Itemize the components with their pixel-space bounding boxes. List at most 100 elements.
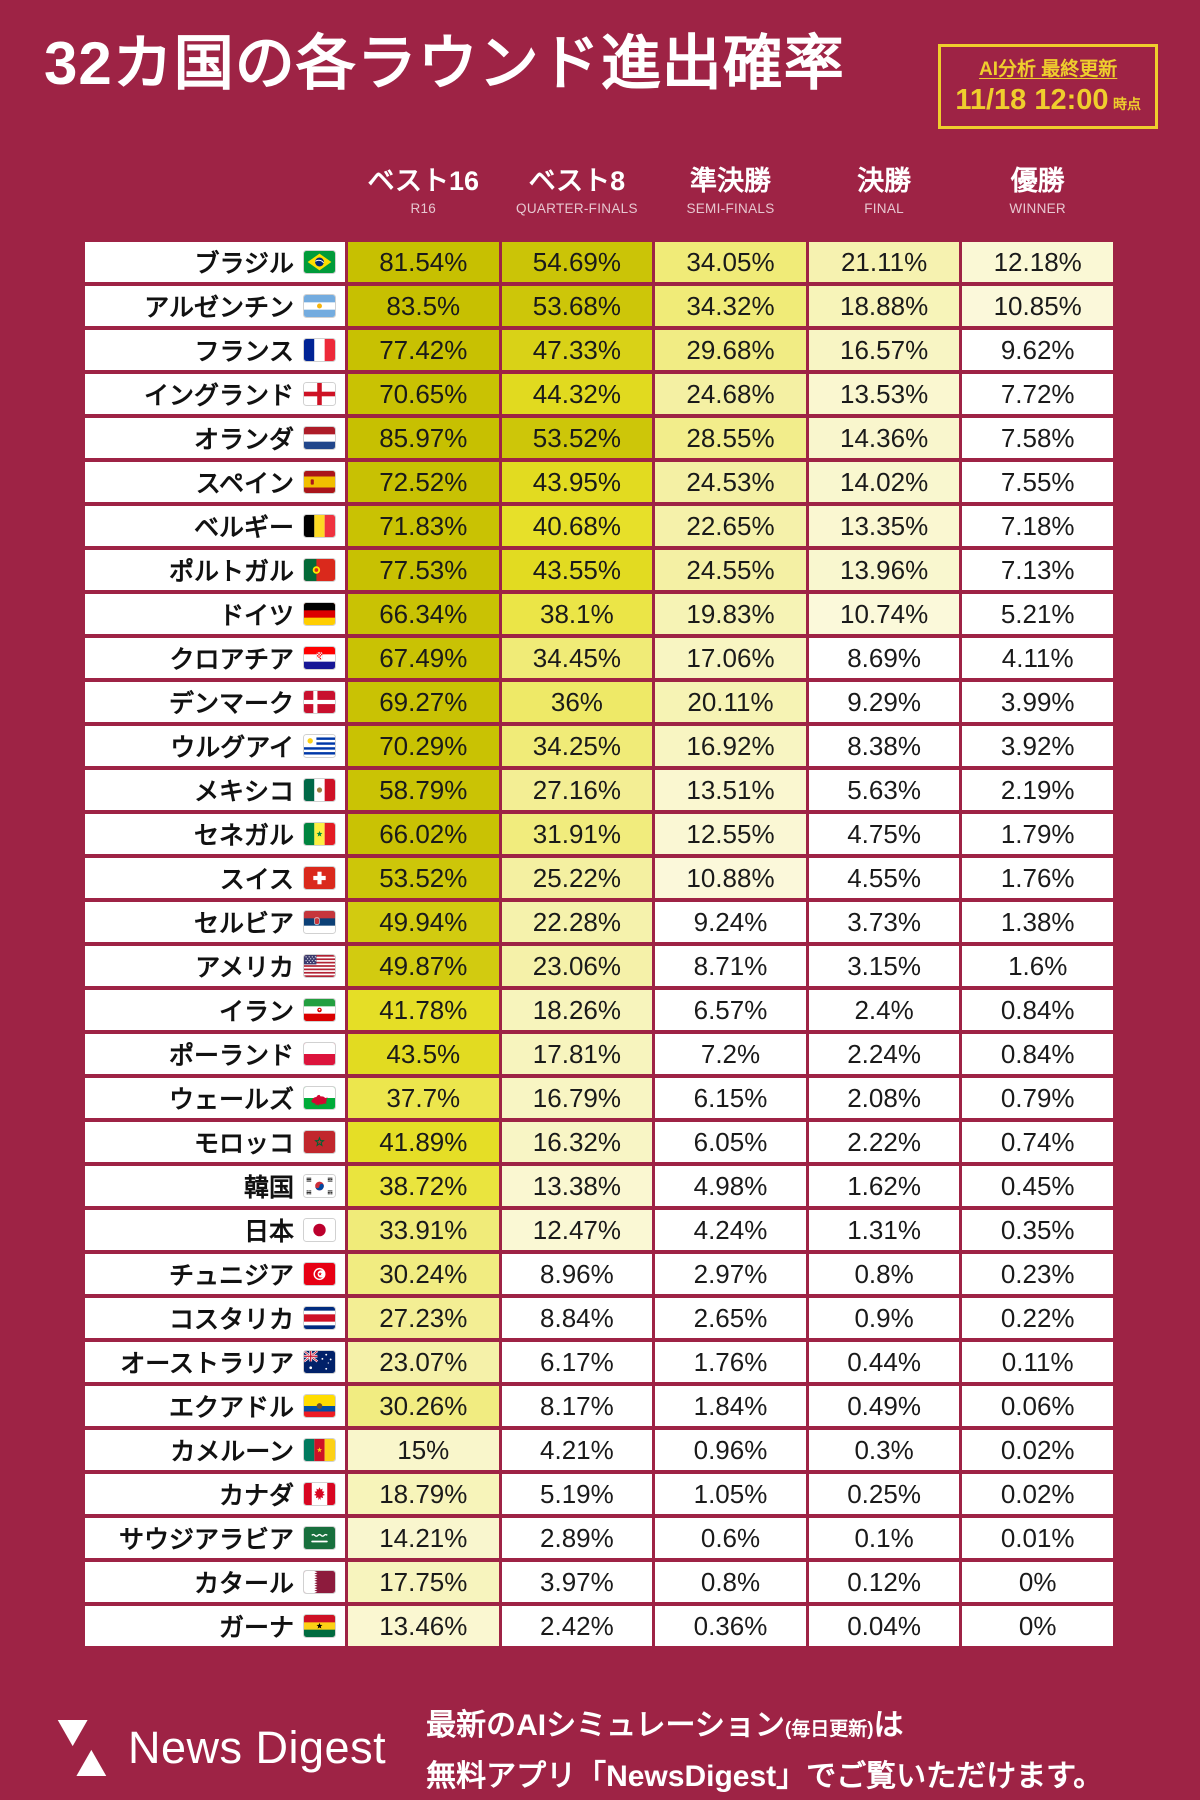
probability-cell: 58.79% — [348, 770, 499, 810]
probability-cell: 0.3% — [808, 1430, 960, 1470]
country-name: ガーナ — [218, 1614, 294, 1642]
table-row: フランス 77.42% 47.33% 29.68% 16.57% 9.62% — [85, 330, 1113, 370]
probability-cell: 16.57% — [808, 330, 960, 370]
country-name-cell: セネガル — [85, 814, 345, 854]
country-name: アルゼンチン — [144, 294, 294, 322]
probability-cell: 4.11% — [962, 638, 1113, 678]
country-name-cell: オランダ — [85, 418, 345, 458]
flag-icon-kr — [303, 1174, 336, 1198]
country-name: オーストラリア — [120, 1350, 294, 1378]
probability-cell: 0.84% — [962, 990, 1113, 1030]
table-row: ウルグアイ 70.29% 34.25% 16.92% 8.38% 3.92% — [85, 726, 1113, 766]
probability-cell: 77.42% — [348, 330, 499, 370]
country-name-cell: ポルトガル — [85, 550, 345, 590]
table-row: オーストラリア 23.07% 6.17% 1.76% 0.44% 0.11% — [85, 1342, 1113, 1382]
column-header-en: WINNER — [1009, 201, 1066, 216]
country-name-cell: フランス — [85, 330, 345, 370]
probability-cell: 8.96% — [501, 1254, 653, 1294]
country-name-cell: チュニジア — [85, 1254, 345, 1294]
country-name-cell: ウルグアイ — [85, 726, 345, 766]
table-row: カナダ 18.79% 5.19% 1.05% 0.25% 0.02% — [85, 1474, 1113, 1514]
flag-icon-ar — [303, 294, 336, 318]
probability-cell: 34.05% — [655, 242, 806, 282]
column-header-row: ベスト16 R16 ベスト8 QUARTER-FINALS 準決勝 SEMI-F… — [85, 159, 1113, 216]
country-name-cell: カメルーン — [85, 1430, 345, 1470]
probability-cell: 0.74% — [962, 1122, 1113, 1162]
probability-cell: 6.57% — [655, 990, 806, 1030]
probability-cell: 10.74% — [808, 594, 960, 634]
probability-cell: 24.53% — [655, 462, 806, 502]
probability-cell: 4.55% — [808, 858, 960, 898]
country-name: アメリカ — [195, 954, 294, 982]
probability-cell: 5.63% — [808, 770, 960, 810]
column-header-final: 決勝 FINAL — [809, 159, 960, 216]
table-row: ポルトガル 77.53% 43.55% 24.55% 13.96% 7.13% — [85, 550, 1113, 590]
probability-cell: 19.83% — [655, 594, 806, 634]
probability-cell: 2.65% — [655, 1298, 806, 1338]
column-header-jp: 準決勝 — [689, 166, 771, 196]
probability-cell: 9.24% — [655, 902, 806, 942]
probability-cell: 1.31% — [808, 1210, 960, 1250]
probability-cell: 23.07% — [348, 1342, 499, 1382]
flag-icon-pt — [303, 558, 336, 582]
probability-cell: 72.52% — [348, 462, 499, 502]
probability-cell: 0.49% — [808, 1386, 960, 1426]
probability-cell: 27.16% — [501, 770, 653, 810]
probability-cell: 85.97% — [348, 418, 499, 458]
page-footer: News Digest 最新のAIシミュレーション(毎日更新)は 無料アプリ「N… — [0, 1650, 1200, 1795]
probability-cell: 0.25% — [808, 1474, 960, 1514]
flag-icon-cm — [303, 1438, 336, 1462]
probability-cell: 27.23% — [348, 1298, 499, 1338]
country-name-cell: 韓国 — [85, 1166, 345, 1206]
probability-cell: 9.62% — [962, 330, 1113, 370]
table-row: モロッコ 41.89% 16.32% 6.05% 2.22% 0.74% — [85, 1122, 1113, 1162]
country-name-cell: エクアドル — [85, 1386, 345, 1426]
country-name: クロアチア — [169, 646, 294, 674]
probability-cell: 8.38% — [808, 726, 960, 766]
country-name: ポーランド — [168, 1042, 294, 1070]
table-body: ブラジル 81.54% 54.69% 34.05% 21.11% 12.18% アルゼン… — [85, 242, 1113, 1646]
table-row: ブラジル 81.54% 54.69% 34.05% 21.11% 12.18% — [85, 242, 1113, 282]
column-header-en: FINAL — [864, 201, 904, 216]
footer-tagline-line1: 最新のAIシミュレーション(毎日更新)は — [426, 1700, 1103, 1744]
probability-cell: 1.76% — [962, 858, 1113, 898]
table-row: スペイン 72.52% 43.95% 24.53% 14.02% 7.55% — [85, 462, 1113, 502]
country-name: カメルーン — [170, 1438, 294, 1466]
probability-cell: 5.21% — [962, 594, 1113, 634]
table-row: デンマーク 69.27% 36% 20.11% 9.29% 3.99% — [85, 682, 1113, 722]
probability-cell: 81.54% — [348, 242, 499, 282]
probability-cell: 77.53% — [348, 550, 499, 590]
flag-icon-dk — [303, 690, 336, 714]
country-name: ドイツ — [218, 602, 294, 630]
probability-cell: 7.55% — [962, 462, 1113, 502]
probability-cell: 0.22% — [962, 1298, 1113, 1338]
probability-cell: 8.69% — [808, 638, 960, 678]
probability-cell: 0.44% — [808, 1342, 960, 1382]
probability-cell: 3.15% — [808, 946, 960, 986]
footer-line1-small: (毎日更新) — [784, 1719, 874, 1740]
country-name: ウルグアイ — [170, 734, 294, 762]
flag-icon-ch — [303, 866, 336, 890]
probability-cell: 3.97% — [501, 1562, 653, 1602]
table-row: セネガル 66.02% 31.91% 12.55% 4.75% 1.79% — [85, 814, 1113, 854]
probability-cell: 13.38% — [501, 1166, 653, 1206]
probability-cell: 13.35% — [808, 506, 960, 546]
footer-tagline-line2: 無料アプリ「NewsDigest」でご覧いただけます。 — [426, 1760, 1104, 1793]
probability-cell: 0.79% — [962, 1078, 1113, 1118]
table-row: メキシコ 58.79% 27.16% 13.51% 5.63% 2.19% — [85, 770, 1113, 810]
flag-icon-pl — [303, 1042, 336, 1066]
column-header-semi-finals: 準決勝 SEMI-FINALS — [655, 159, 806, 216]
probability-cell: 34.25% — [501, 726, 653, 766]
probability-cell: 13.46% — [348, 1606, 499, 1646]
probability-cell: 30.26% — [348, 1386, 499, 1426]
table-row: カメルーン 15% 4.21% 0.96% 0.3% 0.02% — [85, 1430, 1113, 1470]
country-name-cell: メキシコ — [85, 770, 345, 810]
probability-cell: 13.51% — [655, 770, 806, 810]
column-header-jp: 決勝 — [857, 166, 912, 196]
probability-cell: 7.13% — [962, 550, 1113, 590]
probability-cell: 70.29% — [348, 726, 499, 766]
flag-icon-hr — [303, 646, 336, 670]
probability-cell: 3.92% — [962, 726, 1113, 766]
probability-cell: 36% — [501, 682, 653, 722]
probability-cell: 1.62% — [808, 1166, 960, 1206]
